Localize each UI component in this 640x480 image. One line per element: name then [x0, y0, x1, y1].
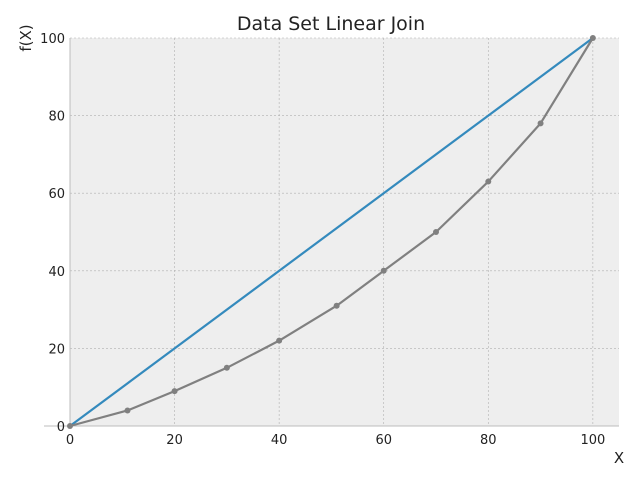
y-tick-label: 40	[48, 265, 65, 280]
data-point	[333, 302, 340, 309]
data-point	[276, 337, 283, 344]
axes	[44, 38, 619, 427]
x-tick-label: 100	[580, 433, 605, 448]
data-point	[589, 35, 596, 41]
y-tick-label: 80	[48, 110, 65, 125]
data-point	[537, 120, 544, 127]
y-tick-label: 60	[48, 187, 65, 202]
y-tick-label: 20	[48, 342, 65, 357]
data-point	[171, 388, 178, 395]
data-point	[380, 267, 387, 274]
x-tick-label: 20	[166, 433, 183, 448]
x-tick-label: 80	[480, 433, 497, 448]
x-tick-label: 0	[66, 433, 74, 448]
data-point	[67, 423, 73, 429]
tick-labels: 0 20 40 60 80 100 0 20 40 60 80 100	[40, 32, 605, 448]
y-tick-label: 100	[40, 32, 65, 47]
data-point	[433, 229, 439, 235]
data-point	[223, 364, 230, 371]
y-axis-label: f(X)	[17, 24, 35, 51]
y-tick-label: 0	[57, 420, 65, 435]
plot-area	[70, 38, 619, 426]
x-axis-label: X	[614, 449, 624, 467]
series-layer	[67, 35, 596, 429]
chart-title: Data Set Linear Join	[237, 13, 425, 35]
x-tick-label: 40	[271, 433, 288, 448]
series-line-1	[69, 37, 594, 427]
data-point	[124, 407, 131, 414]
x-tick-label: 60	[375, 433, 392, 448]
data-point	[485, 178, 492, 185]
